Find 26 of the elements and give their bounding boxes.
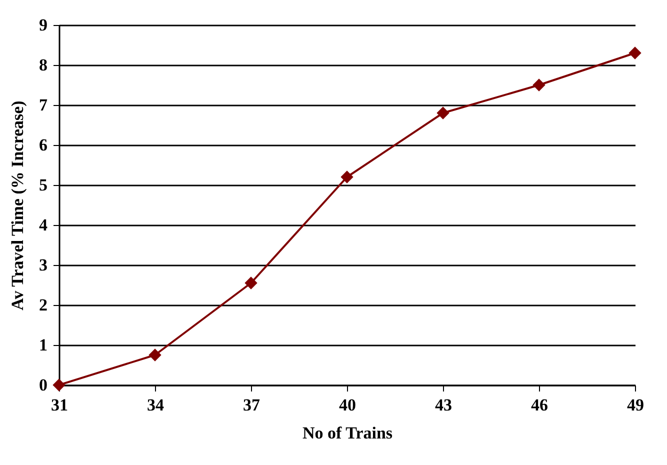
point [52, 378, 66, 392]
x-tick-label: 31 [51, 396, 68, 414]
x-tick-label: 43 [435, 396, 452, 414]
y-tick-label: 2 [39, 296, 48, 314]
y-tick-label: 0 [39, 376, 48, 394]
x-tick-label: 46 [531, 396, 548, 414]
y-tick-label: 9 [39, 16, 48, 34]
y-tick-label: 4 [39, 216, 48, 234]
point [244, 276, 258, 290]
x-tick-label: 49 [627, 396, 644, 414]
point [532, 78, 546, 92]
x-tick-label: 37 [243, 396, 260, 414]
point [628, 46, 642, 60]
y-tick-label: 6 [39, 136, 48, 154]
y-tick-label: 1 [39, 336, 48, 354]
x-axis-title: No of Trains [302, 424, 393, 442]
x-tick-label: 40 [339, 396, 356, 414]
y-tick-label: 8 [39, 56, 48, 74]
point [340, 170, 354, 184]
y-tick-label: 3 [39, 256, 48, 274]
y-tick-label: 7 [39, 96, 48, 114]
point [436, 106, 450, 120]
y-axis-title: Av Travel Time (% Increase) [8, 100, 27, 310]
point [148, 348, 162, 362]
y-tick-label: 5 [39, 176, 48, 194]
x-tick-label: 34 [147, 396, 164, 414]
